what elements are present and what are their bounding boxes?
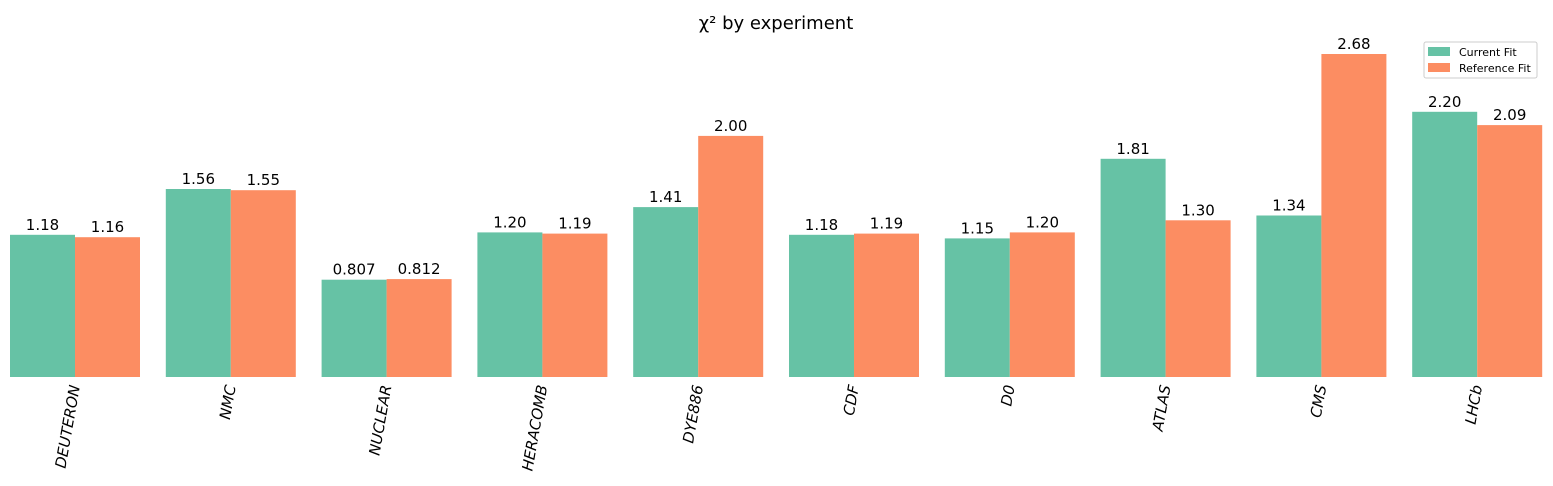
- bar-current-fit-nuclear: [321, 279, 387, 377]
- bar-current-fit-cdf: [789, 234, 854, 377]
- x-tick-label-heracomb: HERACOMB: [519, 384, 552, 473]
- bar-value-label-current-fit-nmc: 1.56: [182, 170, 215, 188]
- legend-label-reference-fit: Reference Fit: [1459, 62, 1531, 75]
- bar-current-fit-d0: [944, 238, 1010, 377]
- bar-value-label-current-fit-dye886: 1.41: [649, 188, 682, 206]
- bar-value-label-reference-fit-dye886: 2.00: [714, 117, 747, 135]
- bar-value-label-reference-fit-cms: 2.68: [1337, 35, 1370, 53]
- bar-value-label-current-fit-atlas: 1.81: [1116, 140, 1149, 158]
- x-tick-label-d0: D0: [997, 384, 1018, 408]
- x-tick-label-cms: CMS: [1307, 383, 1331, 419]
- bar-value-label-current-fit-heracomb: 1.20: [493, 213, 526, 231]
- bar-value-label-current-fit-cms: 1.34: [1272, 197, 1305, 215]
- bar-current-fit-cms: [1256, 215, 1322, 377]
- bar-reference-fit-nmc: [230, 190, 296, 377]
- bar-current-fit-dye886: [633, 207, 699, 377]
- x-tick-label-dye886: DYE886: [679, 384, 707, 445]
- x-tick-labels: DEUTERON NMC NUCLEAR HERACOMB DYE886 CDF D0 ATL…: [52, 383, 1487, 472]
- bar-current-fit-deuteron: [10, 234, 75, 377]
- x-tick-label-nmc: NMC: [216, 383, 240, 421]
- legend-frame: [1423, 41, 1538, 79]
- bar-value-label-reference-fit-cdf: 1.19: [870, 215, 903, 233]
- legend-swatch-reference-fit: [1428, 63, 1450, 72]
- bar-value-label-current-fit-deuteron: 1.18: [26, 216, 59, 234]
- legend: Current Fit Reference Fit: [1423, 41, 1538, 79]
- bar-current-fit-heracomb: [477, 232, 543, 377]
- bar-value-label-current-fit-nuclear: 0.807: [333, 261, 376, 279]
- bar-value-label-reference-fit-nmc: 1.55: [247, 171, 280, 189]
- bar-reference-fit-nuclear: [386, 279, 452, 377]
- bar-current-fit-nmc: [165, 189, 231, 377]
- bar-value-label-reference-fit-heracomb: 1.19: [558, 215, 591, 233]
- bar-value-label-reference-fit-nuclear: 0.812: [398, 260, 441, 278]
- x-tick-label-lhcb: LHCb: [1462, 384, 1487, 426]
- bar-reference-fit-cms: [1321, 54, 1387, 377]
- bar-reference-fit-lhcb: [1477, 125, 1543, 377]
- bar-reference-fit-deuteron: [75, 237, 140, 377]
- bar-value-label-current-fit-cdf: 1.18: [805, 216, 838, 234]
- bar-current-fit-atlas: [1100, 158, 1166, 377]
- bar-value-label-reference-fit-d0: 1.20: [1026, 213, 1059, 231]
- bar-reference-fit-dye886: [698, 135, 764, 377]
- legend-label-current-fit: Current Fit: [1459, 46, 1517, 59]
- bar-value-label-current-fit-lhcb: 2.20: [1428, 93, 1461, 111]
- bar-value-label-reference-fit-atlas: 1.30: [1181, 201, 1214, 219]
- bar-current-fit-lhcb: [1412, 111, 1478, 378]
- x-tick-label-atlas: ATLAS: [1149, 383, 1175, 433]
- x-tick-label-nuclear: NUCLEAR: [365, 384, 395, 457]
- chart-title: χ² by experiment: [699, 13, 854, 34]
- bar-reference-fit-d0: [1009, 232, 1075, 377]
- bar-value-label-reference-fit-lhcb: 2.09: [1493, 106, 1526, 124]
- legend-swatch-current-fit: [1428, 47, 1450, 56]
- bars-layer: [10, 54, 1543, 378]
- bar-labels-layer: 1.18 1.16 1.56 1.55 0.807 0.812 1.20 1.19 1.41 2.…: [26, 35, 1527, 279]
- bar-value-label-reference-fit-deuteron: 1.16: [91, 218, 124, 236]
- bar-value-label-current-fit-d0: 1.15: [961, 219, 994, 237]
- bar-reference-fit-heracomb: [542, 233, 608, 377]
- bar-reference-fit-atlas: [1165, 220, 1231, 377]
- bar-reference-fit-cdf: [854, 233, 919, 377]
- x-tick-label-deuteron: DEUTERON: [52, 384, 84, 470]
- x-tick-label-cdf: CDF: [840, 383, 863, 417]
